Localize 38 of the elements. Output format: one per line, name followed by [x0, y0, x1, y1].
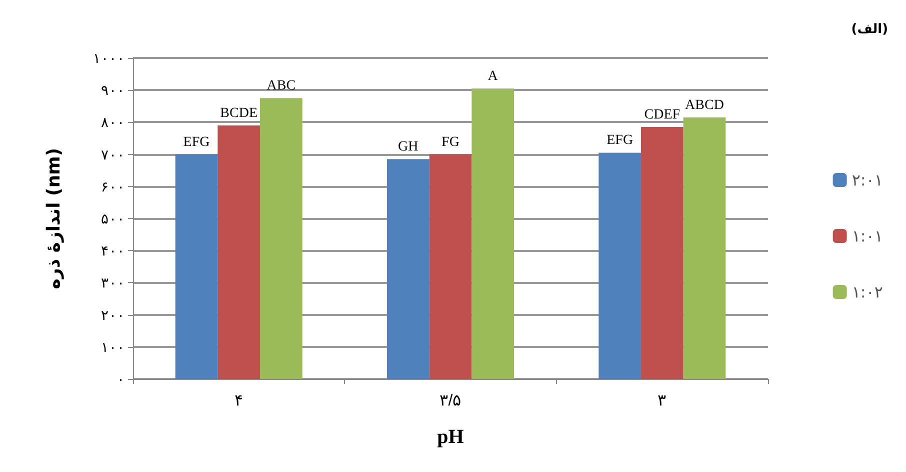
bar: [598, 152, 641, 379]
bar: [260, 98, 302, 379]
bar: [429, 154, 472, 379]
legend-label: ۱:۰۱: [852, 226, 883, 246]
y-tick-label: ۴۰۰: [101, 242, 125, 259]
y-tick-label: ۷۰۰: [101, 146, 125, 162]
data-label: A: [488, 68, 499, 84]
bar: [683, 117, 726, 379]
data-label: FG: [442, 134, 460, 150]
y-tick-label: ۲۰۰: [101, 306, 125, 323]
y-tick-label: ۹۰۰: [101, 82, 125, 98]
data-label: GH: [398, 140, 418, 155]
x-axis-title: pH: [437, 426, 464, 448]
legend-label: ۱:۰۲: [852, 282, 883, 302]
text: (الف): [851, 22, 888, 37]
bar: [641, 127, 684, 379]
bar: [472, 88, 514, 379]
data-label: ABCD: [685, 98, 724, 113]
y-tick-label: ۱۰۰: [101, 338, 125, 355]
bar: [387, 159, 430, 379]
data-label: EFG: [183, 134, 210, 150]
data-label: EFG: [606, 133, 634, 148]
y-tick-label: ۵۰۰: [101, 210, 125, 226]
bar: [218, 125, 260, 379]
x-tick-label: ۴: [234, 392, 244, 410]
y-tick-label: ۳۰۰: [101, 274, 125, 291]
data-label: CDEF: [644, 108, 680, 123]
legend-label: ۲:۰۱: [852, 170, 883, 190]
data-label: ABC: [266, 78, 296, 94]
x-tick-label: ۳/۵: [439, 392, 462, 410]
data-label: BCDE: [220, 106, 258, 121]
y-tick-label: ۱۰۰۰: [93, 50, 125, 66]
y-tick-label: ۸۰۰: [101, 114, 125, 130]
y-axis-title: اندازۀ ذره (nm): [44, 148, 64, 290]
y-tick-label: ۰: [117, 371, 125, 387]
bar: [175, 154, 218, 379]
y-tick-label: ۶۰۰: [101, 178, 125, 194]
x-tick-label: ۳: [658, 392, 667, 410]
